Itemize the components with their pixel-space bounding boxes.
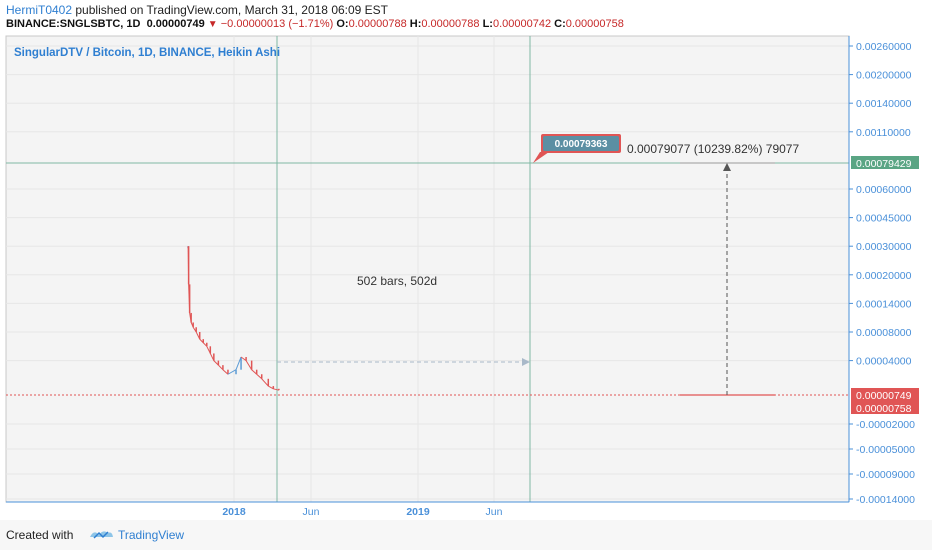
low-label: L:	[482, 18, 493, 30]
price-tag	[851, 156, 919, 169]
chart-title: SingularDTV / Bitcoin, 1D, BINANCE, Heik…	[14, 47, 280, 59]
close-label: C:	[554, 18, 566, 30]
y-tick-label: 0.00140000	[856, 98, 912, 110]
price-badge-text: 0.00079363	[555, 139, 608, 150]
open-label: O:	[336, 18, 349, 30]
price-segment	[268, 385, 274, 390]
arrow-head-icon	[723, 163, 731, 171]
y-tick-label: 0.00008000	[856, 327, 912, 339]
author-link[interactable]: HermiT0402	[6, 3, 73, 17]
high-value: 0.00000788	[421, 18, 480, 30]
price-segment	[251, 369, 258, 375]
price-segment	[256, 373, 263, 380]
y-tick-label: -0.00002000	[856, 419, 915, 431]
price-chart[interactable]: SingularDTV / Bitcoin, 1D, BINANCE, Heik…	[0, 0, 932, 520]
price-segment	[202, 342, 208, 347]
bars-label: 502 bars, 502d	[357, 274, 437, 288]
arrow-head-icon	[522, 358, 530, 366]
price-segment	[222, 369, 229, 375]
price-segment	[189, 312, 192, 323]
y-tick-label: -0.00005000	[856, 444, 915, 456]
close-value: 0.00000758	[565, 18, 624, 30]
price-tag	[851, 388, 919, 401]
measure-label: 0.00079077 (10239.82%) 79077	[627, 142, 799, 156]
x-tick-label: Jun	[303, 506, 320, 518]
price-segment	[209, 353, 215, 361]
price-segment	[206, 346, 211, 354]
symbol-info: BINANCE:SNGLSBTC, 1D 0.00000749 ▼ −0.000…	[6, 18, 624, 30]
y-tick-label: -0.00014000	[856, 494, 915, 506]
y-tick-label: 0.00020000	[856, 270, 912, 282]
y-tick-label: 0.00004000	[856, 356, 912, 368]
y-tick-label: 0.00060000	[856, 184, 912, 196]
price-segment	[192, 326, 197, 333]
price-segment	[199, 338, 204, 344]
y-axis: 0.00260000 0.00200000 0.00140000 0.00110000…	[849, 41, 919, 506]
y-tick-label: 0.00110000	[856, 127, 911, 139]
y-tick-label: 0.00260000	[856, 41, 912, 53]
low-value: 0.00000742	[492, 18, 552, 30]
y-tick-label: 0.00200000	[856, 70, 912, 82]
created-with-text: Created with	[6, 528, 74, 542]
down-arrow-icon: ▼	[207, 19, 218, 30]
x-tick-label: 2019	[406, 506, 430, 518]
price-segment	[273, 388, 279, 391]
y-tick-label: 0.00014000	[856, 298, 912, 310]
price-change: −0.00000013 (−1.71%)	[220, 18, 334, 30]
publish-text: published on TradingView.com, March 31, …	[75, 3, 389, 17]
price-segment	[190, 322, 194, 328]
open-value: 0.00000788	[348, 18, 407, 30]
price-segment	[218, 364, 224, 371]
x-tick-label: 2018	[222, 506, 246, 518]
grid-lines	[6, 36, 849, 502]
y-tick-label: 0.00030000	[856, 241, 912, 253]
price-segment	[227, 369, 237, 375]
y-tick-label: -0.00009000	[856, 469, 915, 481]
price-segment	[187, 246, 190, 285]
last-price: 0.00000749	[146, 18, 205, 30]
y-tick-label: 0.00079429	[856, 158, 912, 170]
tradingview-logo-icon	[90, 531, 113, 539]
price-segment	[235, 356, 242, 370]
price-series	[187, 246, 280, 391]
price-tag	[851, 401, 919, 414]
symbol-name: BINANCE:SNGLSBTC, 1D	[6, 18, 141, 30]
price-segment	[245, 360, 253, 370]
price-segment	[195, 331, 201, 340]
footer: Created with TradingView	[0, 520, 932, 550]
price-badge[interactable]	[543, 136, 619, 151]
plot-area[interactable]	[5, 35, 850, 503]
x-axis: 2018 Jun 2019 Jun	[222, 506, 502, 518]
price-segment	[188, 284, 191, 313]
y-tick-label: 0.00000749	[856, 390, 912, 402]
y-tick-label: 0.00045000	[856, 213, 912, 225]
publish-info: HermiT0402 published on TradingView.com,…	[6, 3, 388, 17]
badge-pointer	[533, 152, 549, 163]
y-tick-label: 0.00000758	[856, 403, 912, 415]
high-label: H:	[409, 18, 422, 30]
price-segment	[240, 356, 247, 362]
price-segment	[213, 360, 219, 366]
price-segment	[261, 378, 269, 387]
tradingview-link[interactable]: TradingView	[118, 528, 185, 542]
x-tick-label: Jun	[486, 506, 503, 518]
